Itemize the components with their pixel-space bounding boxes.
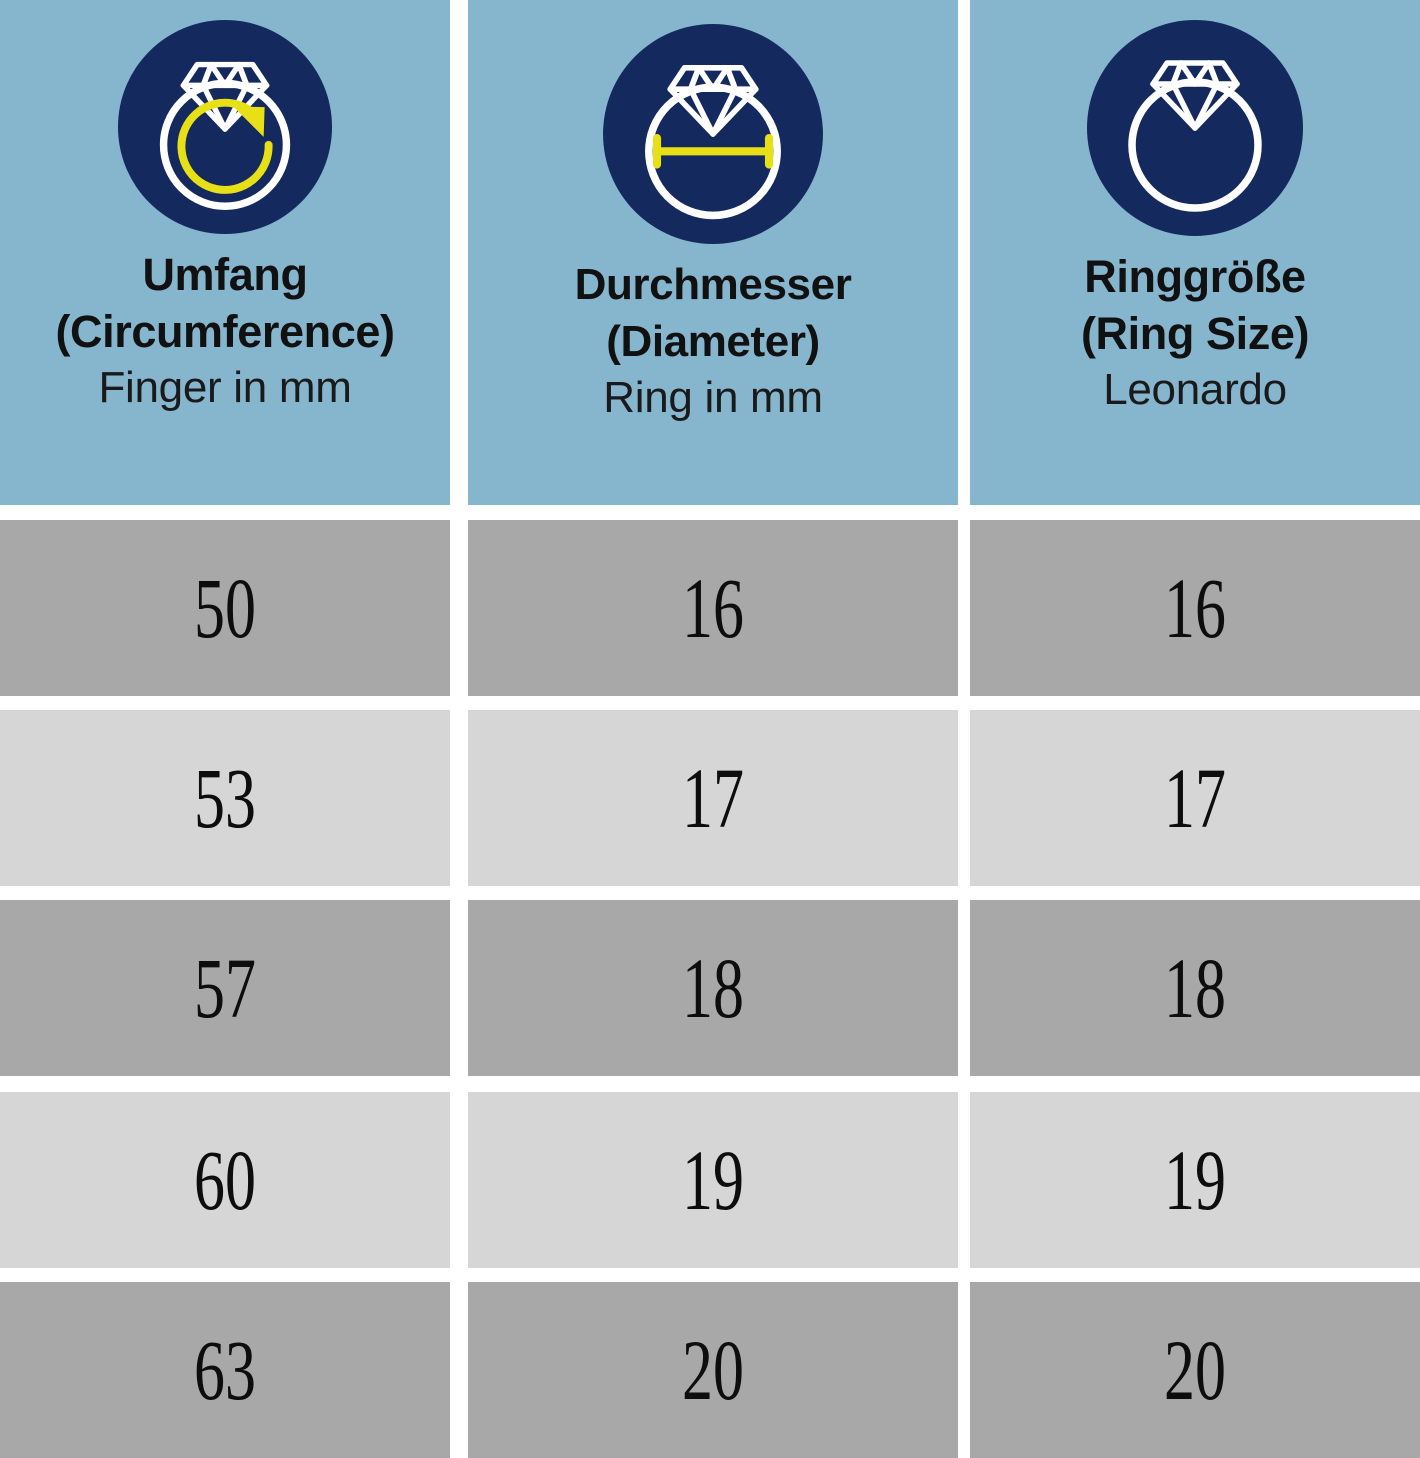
header-circumference: Umfang (Circumference) Finger in mm [0, 0, 450, 505]
table-cell: 16 [970, 520, 1420, 696]
header-title-line2: (Diameter) [606, 317, 820, 366]
header-ring-size: Ringgröße (Ring Size) Leonardo [970, 0, 1420, 505]
table-cell: 18 [970, 900, 1420, 1076]
table-cell: 17 [970, 710, 1420, 886]
table-cell: 20 [468, 1282, 958, 1458]
column-ring-size: Ringgröße (Ring Size) Leonardo 16 17 18 … [970, 0, 1420, 1458]
cell-value: 17 [1164, 750, 1226, 846]
header-title-line2: (Ring Size) [1080, 308, 1310, 359]
header-title-line2: (Circumference) [55, 306, 395, 357]
ring-circumference-icon [116, 18, 334, 236]
cell-value: 50 [194, 560, 256, 656]
table-cell: 19 [970, 1092, 1420, 1268]
header-text-diameter: Durchmesser (Diameter) Ring in mm [468, 256, 958, 426]
table-cell: 18 [468, 900, 958, 1076]
table-cell: 53 [0, 710, 450, 886]
cell-value: 20 [682, 1322, 744, 1418]
cell-value: 53 [194, 750, 256, 846]
header-diameter: Durchmesser (Diameter) Ring in mm [468, 0, 958, 505]
table-cell: 50 [0, 520, 450, 696]
header-subtitle: Leonardo [1103, 365, 1287, 414]
header-subtitle: Ring in mm [603, 373, 823, 422]
column-circumference: Umfang (Circumference) Finger in mm 50 5… [0, 0, 450, 1458]
header-title-line1: Umfang [142, 249, 308, 300]
cell-value: 20 [1164, 1322, 1226, 1418]
cell-value: 16 [682, 560, 744, 656]
cell-value: 19 [682, 1132, 744, 1228]
cell-value: 57 [194, 940, 256, 1036]
table-cell: 16 [468, 520, 958, 696]
cell-value: 18 [1164, 940, 1226, 1036]
table-cell: 57 [0, 900, 450, 1076]
table-cell: 17 [468, 710, 958, 886]
table-cell: 20 [970, 1282, 1420, 1458]
header-text-circumference: Umfang (Circumference) Finger in mm [0, 246, 450, 416]
header-title-line1: Ringgröße [1084, 251, 1306, 302]
column-diameter: Durchmesser (Diameter) Ring in mm 16 17 … [468, 0, 958, 1458]
cell-value: 60 [194, 1132, 256, 1228]
cell-value: 19 [1164, 1132, 1226, 1228]
ring-diameter-icon [601, 22, 825, 246]
table-cell: 19 [468, 1092, 958, 1268]
table-cell: 63 [0, 1282, 450, 1458]
header-title-line1: Durchmesser [574, 260, 852, 309]
table-cell: 60 [0, 1092, 450, 1268]
cell-value: 18 [682, 940, 744, 1036]
header-subtitle: Finger in mm [98, 363, 352, 412]
header-text-ring-size: Ringgröße (Ring Size) Leonardo [970, 248, 1420, 418]
cell-value: 17 [682, 750, 744, 846]
cell-value: 16 [1164, 560, 1226, 656]
cell-value: 63 [194, 1322, 256, 1418]
ring-size-icon [1085, 18, 1305, 238]
